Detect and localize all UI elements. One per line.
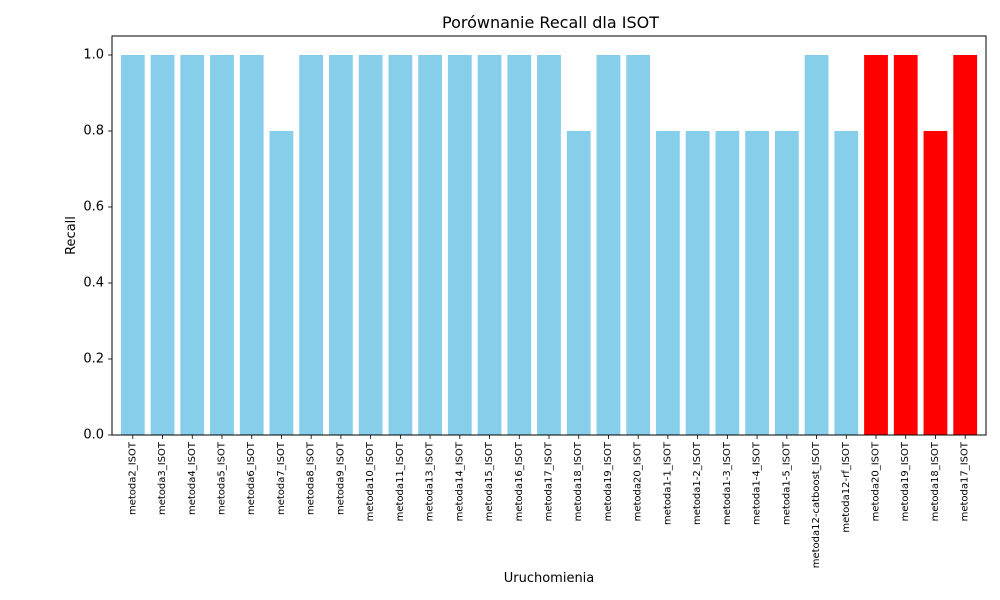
bar-8 (329, 55, 353, 435)
x-tick-label: metoda8_ISOT (306, 441, 317, 515)
x-tick-label: metoda3_ISOT (157, 441, 168, 515)
x-tick-label: metoda19_ISOT (603, 441, 614, 521)
bar-26 (864, 55, 888, 435)
bar-2 (150, 55, 175, 435)
bar-12 (447, 55, 472, 435)
x-tick-label: metoda16_ISOT (514, 441, 525, 521)
x-tick-label: metoda18_ISOT (930, 441, 941, 521)
x-tick-label: metoda17_ISOT (960, 441, 971, 521)
x-tick-label: metoda11_ISOT (395, 441, 406, 521)
x-tick-label: metoda2_ISOT (127, 441, 138, 515)
bar-18 (626, 55, 651, 435)
x-tick-label: metoda17_ISOT (544, 441, 555, 521)
bar-19 (656, 131, 680, 435)
bar-15 (537, 55, 561, 435)
x-tick-label: metoda9_ISOT (335, 441, 346, 515)
bar-1 (120, 55, 145, 435)
chart-title: Porównanie Recall dla ISOT (442, 13, 659, 32)
x-tick-label: metoda19_ISOT (900, 441, 911, 521)
y-axis-label: Recall (64, 216, 79, 255)
x-tick-label: metoda15_ISOT (484, 441, 495, 521)
bar-21 (715, 131, 740, 435)
x-tick-label: metoda14_ISOT (454, 441, 465, 521)
x-tick-label: metoda13_ISOT (425, 441, 436, 521)
x-axis-label: Uruchomienia (504, 571, 595, 586)
x-tick-label: metoda20_ISOT (633, 441, 644, 521)
bar-25 (834, 131, 859, 435)
bar-10 (388, 55, 413, 435)
plot-frame (111, 35, 987, 436)
y-tick-label: 0.2 (83, 352, 104, 367)
x-tick-label: metoda1-1_ISOT (662, 441, 673, 525)
x-tick-label: metoda20_ISOT (871, 441, 882, 521)
x-tick-label: metoda1-2_ISOT (692, 441, 703, 525)
x-tick-label: metoda1-4_ISOT (752, 441, 763, 525)
x-tick-label: metoda18_ISOT (573, 441, 584, 521)
y-axis-ticks: 0.0 0.2 0.4 0.6 0.8 1.0 (83, 48, 112, 443)
x-tick-label: metoda10_ISOT (365, 441, 376, 521)
bar-6 (269, 131, 294, 435)
bar-27 (893, 55, 918, 435)
y-tick-label: 0.0 (83, 428, 104, 443)
x-tick-label: metoda12-catboost_ISOT (811, 441, 822, 568)
x-tick-label: metoda5_ISOT (216, 441, 227, 515)
x-tick-label: metoda12-rf_ISOT (841, 441, 852, 533)
bar-24 (804, 55, 829, 435)
y-tick-label: 0.6 (83, 200, 104, 215)
bar-9 (358, 55, 383, 435)
bar-13 (477, 55, 502, 435)
x-tick-label: metoda6_ISOT (246, 441, 257, 515)
bar-4 (210, 55, 234, 435)
bar-11 (418, 55, 442, 435)
bar-5 (239, 55, 264, 435)
bar-29 (953, 55, 978, 435)
bar-20 (685, 131, 710, 435)
x-tick-label: metoda4_ISOT (187, 441, 198, 515)
x-tick-label: metoda1-5_ISOT (781, 441, 792, 525)
bars (120, 55, 978, 435)
bar-22 (745, 131, 769, 435)
x-axis-ticks: metoda2_ISOT metoda3_ISOT metoda4_ISOT meto… (127, 435, 971, 568)
bar-3 (180, 55, 205, 435)
y-tick-label: 0.4 (83, 276, 104, 291)
y-tick-label: 0.8 (83, 124, 104, 139)
bar-7 (299, 55, 324, 435)
bar-17 (596, 55, 621, 435)
x-tick-label: metoda1-3_ISOT (722, 441, 733, 525)
bar-16 (566, 131, 591, 435)
x-tick-label: metoda7_ISOT (276, 441, 287, 515)
bar-14 (507, 55, 532, 435)
bar-28 (923, 131, 948, 435)
bar-23 (774, 131, 799, 435)
y-tick-label: 1.0 (83, 48, 104, 63)
